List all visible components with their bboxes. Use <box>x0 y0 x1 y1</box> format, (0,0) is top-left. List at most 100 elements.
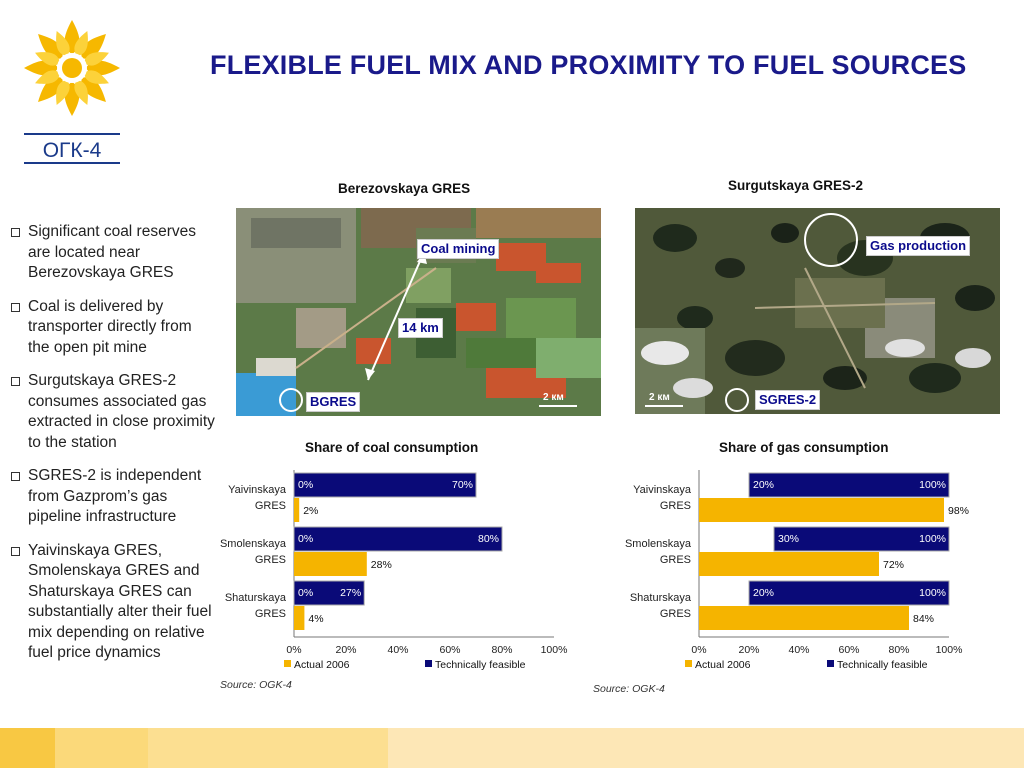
coal-consumption-chart: Yaivinskaya GRES 0% 70% 2% Smolenskaya GRES 0% 8… <box>220 470 568 671</box>
footer-accent-mid <box>55 728 148 768</box>
x-tick-label: 60% <box>439 644 460 656</box>
category-label: GRES <box>660 554 691 566</box>
bar-actual-2006 <box>699 498 944 522</box>
label-coal-mining: Coal mining <box>417 239 500 259</box>
bar-actual-2006 <box>699 552 879 576</box>
photo-caption-surgutskaya: Surgutskaya GRES-2 <box>728 178 864 193</box>
bar-technically-feasible <box>293 580 365 606</box>
bar-value-label: 98% <box>948 505 969 517</box>
bar-value-label: 27% <box>340 587 361 599</box>
scale-label: 2 км <box>543 392 564 403</box>
bullet-text: Coal is delivered by transporter directl… <box>28 297 192 356</box>
logo-text: ОГК-4 <box>43 139 102 162</box>
bullet-item: Surgutskaya GRES-2 consumes associated g… <box>10 371 215 453</box>
bullet-text: SGRES-2 is independent from Gazprom’s ga… <box>28 467 202 525</box>
legend-swatch-feasible <box>827 660 834 667</box>
bar-value-label: 80% <box>478 533 499 545</box>
category-label: Yaivinskaya <box>228 484 287 496</box>
bar-technically-feasible <box>748 472 950 498</box>
x-tick-label: 80% <box>888 644 909 656</box>
bullet-item: Significant coal reserves are located ne… <box>10 222 215 284</box>
bar-technically-feasible <box>293 526 503 552</box>
source-note-coal: Source: OGK-4 <box>220 679 292 691</box>
bar-actual-2006 <box>294 552 367 576</box>
satellite-photo-berezovskaya: Coal mining 14 km BGRES 2 км <box>236 208 601 416</box>
bar-value-label: 100% <box>919 587 946 599</box>
category-label: GRES <box>255 500 286 512</box>
legend-swatch-actual <box>284 660 291 667</box>
bar-actual-2006 <box>699 606 909 630</box>
page-title: FLEXIBLE FUEL MIX AND PROXIMITY TO FUEL … <box>210 50 967 80</box>
scale-bar <box>539 405 577 407</box>
square-bullet-icon <box>11 472 20 481</box>
bar-technically-feasible <box>748 580 950 606</box>
bar-value-label: 72% <box>883 559 904 571</box>
bar-low-label: 20% <box>753 587 774 599</box>
x-tick-label: 80% <box>491 644 512 656</box>
gas-consumption-chart: Yaivinskaya GRES 20% 100% 98% Smolenskaya GRES… <box>625 470 969 671</box>
x-tick-label: 40% <box>788 644 809 656</box>
bar-value-label: 28% <box>371 559 392 571</box>
bar-low-label: 20% <box>753 479 774 491</box>
square-bullet-icon <box>11 377 20 386</box>
footer-accent-light <box>148 728 388 768</box>
x-tick-label: 100% <box>936 644 963 656</box>
x-tick-label: 20% <box>738 644 759 656</box>
bullet-item: SGRES-2 is independent from Gazprom’s ga… <box>10 466 215 528</box>
legend-swatch-actual <box>685 660 692 667</box>
bar-technically-feasible <box>773 526 950 552</box>
legend-label-actual: Actual 2006 <box>695 659 751 671</box>
bullet-item: Coal is delivered by transporter directl… <box>10 297 215 359</box>
bar-low-label: 30% <box>778 533 799 545</box>
ogk4-logo-wordmark: ОГК-4 <box>22 132 122 166</box>
category-label: Yaivinskaya <box>633 484 692 496</box>
bar-low-label: 0% <box>298 587 313 599</box>
bullet-text: Surgutskaya GRES-2 consumes associated g… <box>28 372 215 451</box>
bar-actual-2006 <box>294 498 300 522</box>
square-bullet-icon <box>11 228 20 237</box>
bar-actual-2006 <box>294 606 305 630</box>
source-note-gas: Source: OGK-4 <box>593 683 665 695</box>
x-tick-label: 0% <box>286 644 301 656</box>
bar-value-label: 100% <box>919 533 946 545</box>
label-distance: 14 km <box>398 318 443 338</box>
category-label: Shaturskaya <box>630 592 692 604</box>
square-bullet-icon <box>11 302 20 312</box>
bullet-list: Significant coal reserves are located ne… <box>10 222 215 677</box>
satellite-photo-surgutskaya: Gas production SGRES-2 2 км <box>635 208 1000 414</box>
bar-low-label: 0% <box>298 479 313 491</box>
label-sgres2: SGRES-2 <box>755 390 821 410</box>
bar-value-label: 100% <box>919 479 946 491</box>
ogk4-logo-sun-icon <box>24 20 120 116</box>
bullet-text: Yaivinskaya GRES, Smolenskaya GRES and S… <box>28 541 212 662</box>
bullet-text: Significant coal reserves are located ne… <box>28 223 196 281</box>
legend-swatch-feasible <box>425 660 432 667</box>
x-tick-label: 20% <box>335 644 356 656</box>
category-label: GRES <box>255 608 286 620</box>
x-tick-label: 100% <box>541 644 568 656</box>
category-label: Smolenskaya <box>220 538 287 550</box>
bar-value-label: 84% <box>913 613 934 625</box>
bar-value-label: 2% <box>303 505 318 517</box>
scale-bar <box>645 405 683 407</box>
category-label: GRES <box>660 608 691 620</box>
bar-value-label: 70% <box>452 479 473 491</box>
scale-label: 2 км <box>649 392 670 403</box>
legend-label-feasible: Technically feasible <box>435 659 526 671</box>
legend-label-feasible: Technically feasible <box>837 659 928 671</box>
bar-low-label: 0% <box>298 533 313 545</box>
category-label: Shaturskaya <box>225 592 287 604</box>
chart-title-gas: Share of gas consumption <box>719 440 889 455</box>
footer-band <box>0 728 1024 768</box>
satellite-image <box>236 208 601 416</box>
chart-title-coal: Share of coal consumption <box>305 440 479 455</box>
bar-technically-feasible <box>293 472 477 498</box>
category-label: GRES <box>660 500 691 512</box>
x-tick-label: 0% <box>691 644 706 656</box>
footer-accent-dark <box>0 728 55 768</box>
label-gas-production: Gas production <box>866 236 971 256</box>
label-bgres: BGRES <box>306 392 361 412</box>
legend-label-actual: Actual 2006 <box>294 659 350 671</box>
square-bullet-icon <box>11 546 20 556</box>
category-label: GRES <box>255 554 286 566</box>
